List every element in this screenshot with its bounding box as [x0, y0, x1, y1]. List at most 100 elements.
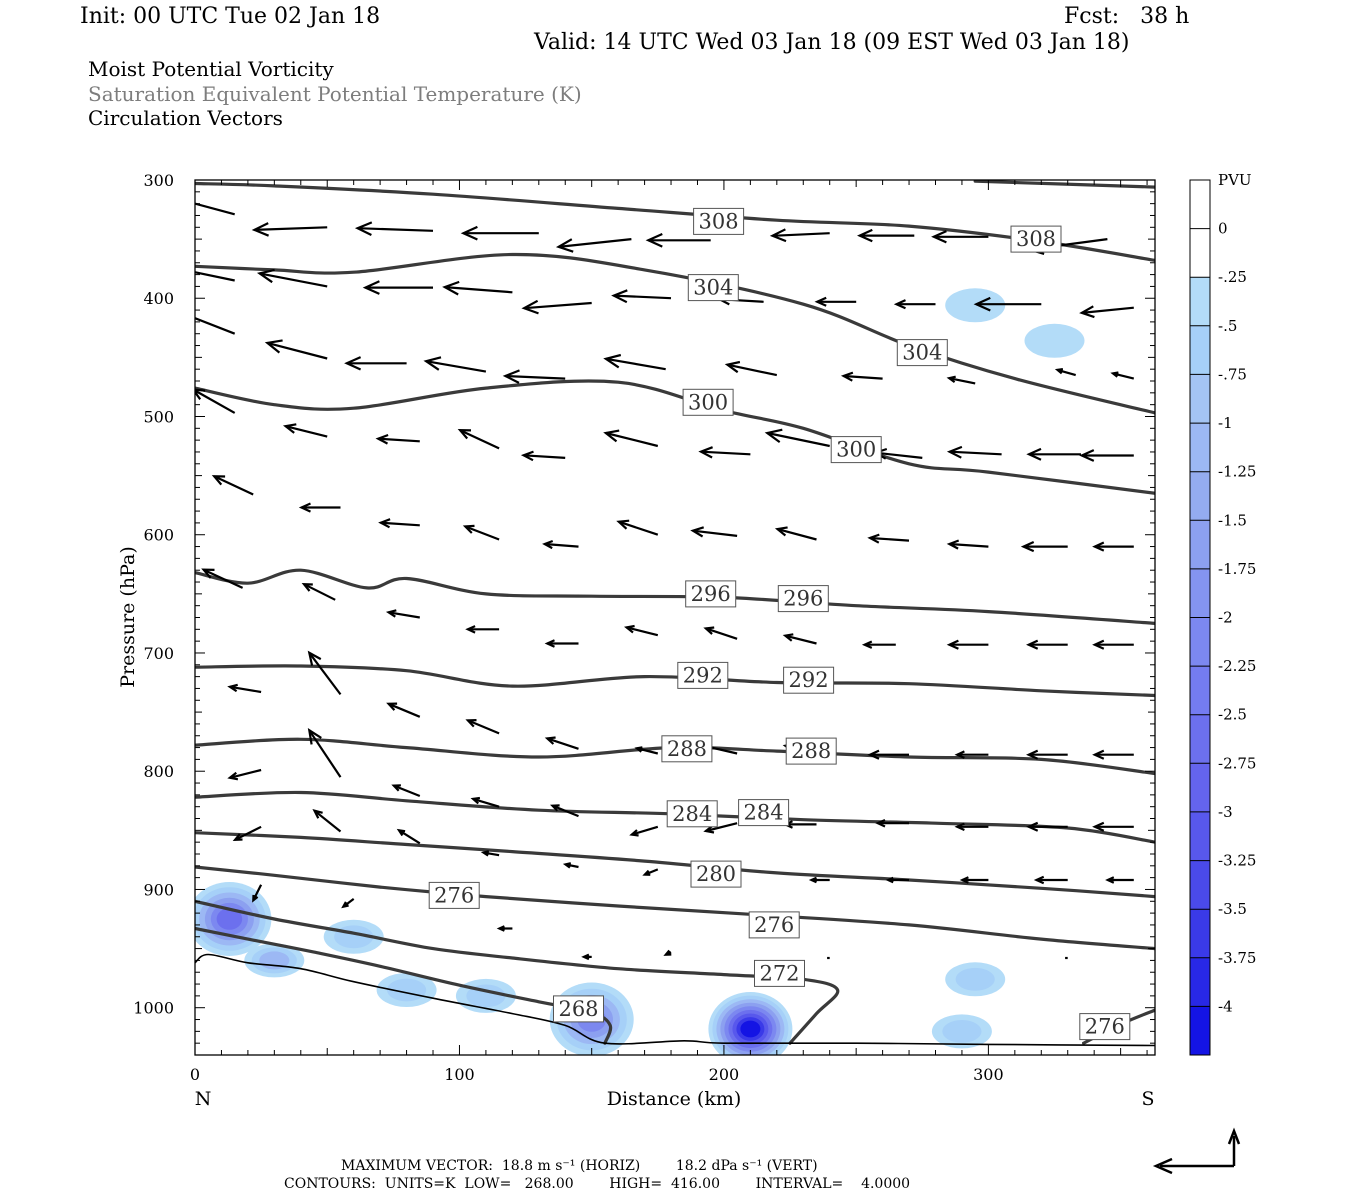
vector-shaft: [459, 429, 500, 450]
vector-head: [502, 369, 520, 384]
circulation-vector: [1026, 821, 1068, 832]
contour-label-text: 304: [902, 341, 942, 365]
vector-shaft: [229, 768, 262, 779]
colorbar-swatch: [1190, 909, 1210, 959]
vector-head: [227, 771, 239, 781]
vector-head: [375, 433, 389, 445]
contour-label-box: [685, 580, 737, 608]
circulation-vector: [624, 624, 659, 637]
colorbar-swatch: [1190, 374, 1210, 424]
vector-shaft: [464, 525, 500, 541]
contour-296: [195, 568, 1155, 625]
vector-head: [1110, 371, 1119, 378]
vector-head: [1092, 639, 1105, 650]
contour-label-text: 280: [696, 862, 736, 886]
colorbar-swatch: [1190, 471, 1210, 521]
colorbar-swatch: [1190, 228, 1210, 278]
circulation-vector: [840, 371, 883, 382]
vector-shaft: [195, 316, 236, 335]
circulation-vector: [611, 289, 672, 304]
contour-label-box: [553, 995, 604, 1023]
vector-shaft: [875, 451, 923, 459]
colorbar-swatch: [1190, 277, 1210, 327]
vector-head: [307, 650, 322, 666]
pv-anomaly-3-level-1: [387, 978, 427, 1002]
vector-head: [480, 850, 490, 857]
contour-label-text: 304: [693, 276, 733, 300]
circulation-vector: [480, 850, 500, 857]
circulation-vector: [603, 353, 666, 371]
circulation-vector: [542, 539, 579, 550]
colorbar-swatch: [1190, 617, 1210, 667]
title-theta-e: Saturation Equivalent Potential Temperat…: [88, 82, 582, 106]
circulation-vector: [195, 388, 236, 414]
vector-head: [645, 232, 663, 248]
terrain: [195, 953, 1155, 1047]
contour-304: [195, 252, 1155, 415]
contour-label-box: [785, 737, 837, 765]
vector-head: [1054, 368, 1064, 375]
vector-shaft: [1112, 372, 1135, 380]
circulation-vector: [391, 784, 421, 798]
vector-head: [624, 624, 635, 634]
circulation-vector: [764, 428, 830, 448]
vector-shaft: [636, 747, 659, 755]
contour-label-box: [783, 666, 835, 694]
circulation-vector: [814, 296, 857, 307]
vector-head: [698, 446, 713, 459]
vector-shaft: [444, 286, 513, 294]
vector-shaft: [195, 271, 235, 282]
vector-head: [562, 862, 572, 869]
vector-shaft: [259, 272, 328, 288]
pv-anomaly-7-level-1: [955, 967, 995, 991]
valid-time: Valid: 14 UTC Wed 03 Jan 18 (09 EST Wed …: [534, 30, 1130, 55]
colorbar-swatch: [1190, 568, 1210, 618]
circulation-vector: [1026, 749, 1068, 760]
vector-head: [1026, 749, 1039, 760]
circulation-vector: [460, 225, 539, 241]
circulation-vector: [603, 429, 659, 448]
circulation-vector: [703, 822, 738, 834]
y-tick-label: 500: [143, 407, 174, 426]
vector-head: [764, 428, 783, 443]
contour-label-box: [1010, 225, 1062, 253]
circulation-vector: [465, 625, 500, 634]
vector-shaft: [705, 822, 738, 833]
vector-head: [496, 925, 505, 932]
contour-label-text: 296: [691, 582, 731, 606]
circulation-vector: [496, 925, 513, 932]
contour-label-box: [682, 388, 734, 416]
vector-head: [616, 519, 630, 530]
vector-head: [544, 736, 556, 745]
circulation-vector: [252, 884, 263, 903]
circulation-vector: [195, 202, 235, 216]
circulation-vector: [931, 230, 989, 244]
circulation-vector: [195, 316, 236, 335]
colorbar-swatch: [1190, 180, 1210, 230]
colorbar-label: -2.5: [1218, 706, 1247, 724]
circulation-vector: [256, 268, 328, 288]
vector-shaft: [467, 719, 500, 735]
vector-head: [211, 475, 226, 486]
vector-shaft: [308, 729, 342, 778]
vector-head: [861, 640, 873, 649]
circulation-vectors: [195, 202, 1135, 961]
vector-shaft: [524, 301, 592, 310]
colorbar-label: -3.75: [1218, 949, 1256, 967]
contour-label-box: [777, 585, 829, 613]
circulation-vector: [867, 533, 910, 544]
circulation-vector: [544, 639, 579, 648]
x-tick-label: 300: [973, 1065, 1004, 1084]
circulation-vector: [875, 818, 909, 828]
vector-head: [642, 869, 651, 876]
circulation-vector: [462, 524, 500, 541]
circulation-vector: [354, 221, 434, 236]
circulation-vector: [502, 369, 566, 384]
contour-label-292: 292: [677, 661, 729, 689]
circulation-vector: [341, 898, 355, 909]
circulation-vector: [201, 568, 244, 589]
circulation-vector: [1020, 540, 1068, 553]
colorbar-label: -1.75: [1218, 560, 1256, 578]
vector-head: [814, 296, 827, 307]
vector-shaft: [949, 450, 1002, 456]
